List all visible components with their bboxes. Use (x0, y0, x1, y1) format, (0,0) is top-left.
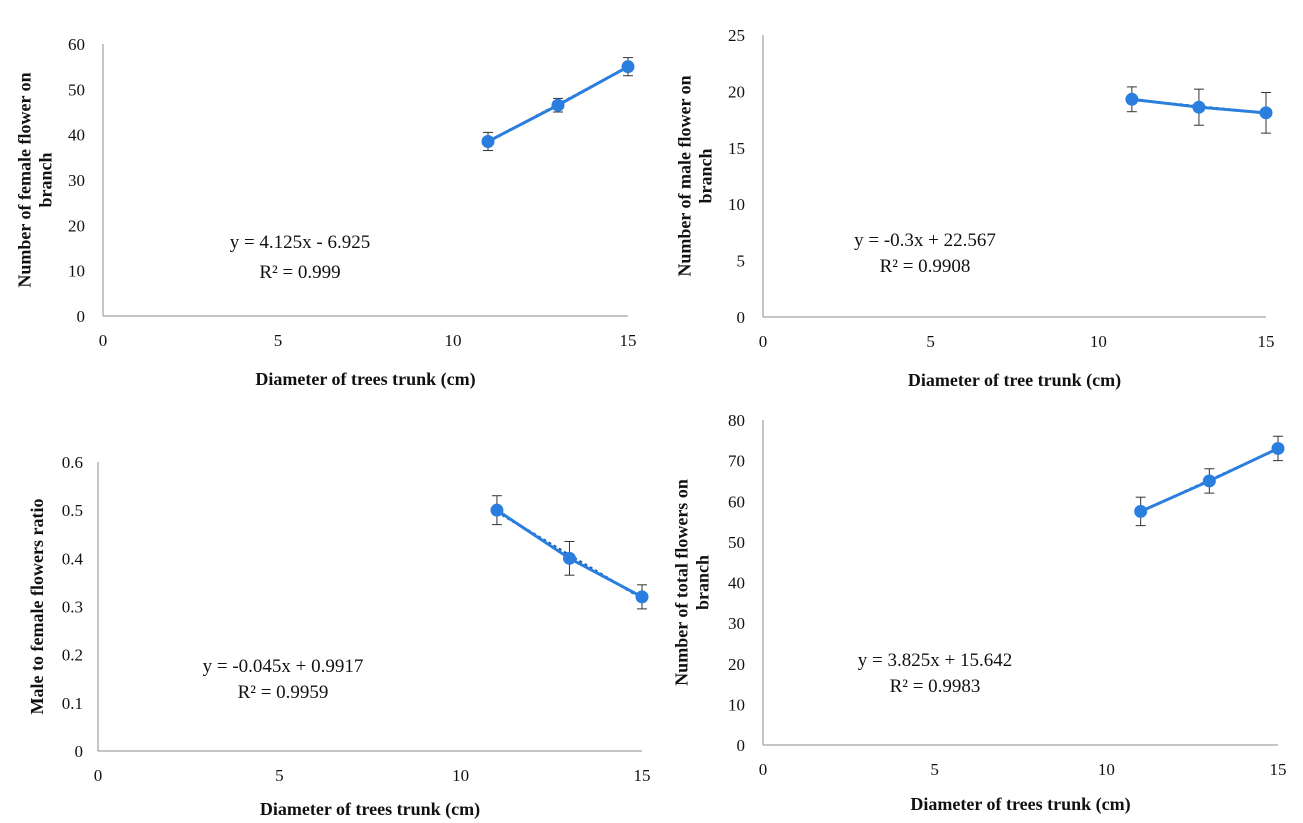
y-tick-label: 0.5 (62, 501, 83, 520)
y-tick-label: 15 (728, 139, 745, 158)
x-tick-label: 0 (99, 331, 108, 350)
x-tick-label: 15 (1258, 332, 1275, 351)
r-squared-label: R² = 0.999 (259, 262, 340, 283)
y-tick-label: 0.1 (62, 694, 83, 713)
x-tick-label: 5 (274, 331, 283, 350)
y-tick-label: 60 (68, 35, 85, 54)
x-axis-title: Diameter of trees trunk (cm) (255, 369, 475, 390)
y-tick-label: 30 (68, 171, 85, 190)
r-squared-label: R² = 0.9908 (880, 256, 971, 277)
trendline-equation: y = 4.125x - 6.925 (230, 232, 371, 253)
x-axis-title: Diameter of trees trunk (cm) (260, 799, 480, 820)
data-point (481, 134, 495, 148)
y-axis-title: Number of total flowers onbranch (672, 479, 713, 686)
data-point (1134, 504, 1148, 518)
y-tick-label: 30 (728, 614, 745, 633)
y-tick-label: 0 (77, 307, 86, 326)
y-tick-label: 0.3 (62, 598, 83, 617)
chart-panel-4: 0 10 20 30 40 50 60 70 80 0 5 10 15 Diameter of trees… (672, 411, 1287, 815)
y-tick-label: 0.6 (62, 453, 83, 472)
y-axis-title-line: Male to female flowers ratio (27, 499, 47, 715)
y-tick-label: 5 (737, 252, 746, 271)
y-tick-label: 0 (737, 736, 746, 755)
r-squared-label: R² = 0.9959 (238, 682, 329, 703)
y-axis-title-line: Number of female flower on (15, 72, 35, 287)
y-tick-label: 50 (728, 533, 745, 552)
y-axis-title-line: branch (36, 152, 56, 207)
x-tick-label: 10 (1090, 332, 1107, 351)
x-axis-title: Diameter of tree trunk (cm) (908, 370, 1121, 391)
x-tick-label: 15 (1270, 760, 1287, 779)
x-tick-label: 0 (759, 332, 768, 351)
y-axis-title-line: branch (696, 148, 716, 203)
r-squared-label: R² = 0.9983 (890, 676, 981, 697)
x-tick-label: 0 (759, 760, 768, 779)
x-tick-label: 10 (452, 766, 469, 785)
y-tick-label: 0.2 (62, 646, 83, 665)
y-axis-title: Number of female flower onbranch (15, 72, 56, 287)
y-tick-label: 20 (68, 216, 85, 235)
x-tick-label: 10 (1098, 760, 1115, 779)
x-tick-label: 5 (930, 760, 939, 779)
data-point (562, 551, 576, 565)
y-tick-label: 10 (728, 195, 745, 214)
y-axis-title: Number of male flower onbranch (675, 75, 716, 276)
y-tick-label: 0.4 (62, 549, 84, 568)
x-tick-label: 0 (94, 766, 103, 785)
chart-panel-2: 0 5 10 15 20 25 0 5 10 15 Diameter of tree trunk (… (675, 26, 1275, 391)
data-point (1202, 474, 1216, 488)
y-tick-label: 20 (728, 82, 745, 101)
y-tick-label: 20 (728, 655, 745, 674)
x-tick-label: 10 (445, 331, 462, 350)
x-tick-label: 5 (275, 766, 284, 785)
data-point (1192, 100, 1206, 114)
x-tick-label: 15 (634, 766, 651, 785)
y-tick-label: 10 (68, 262, 85, 281)
x-tick-label: 5 (926, 332, 935, 351)
y-axis-title-line: Number of total flowers on (672, 479, 692, 686)
y-axis-title-line: branch (693, 555, 713, 610)
x-axis-title: Diameter of trees trunk (cm) (910, 794, 1130, 815)
y-tick-label: 40 (728, 574, 745, 593)
data-point (551, 98, 565, 112)
x-tick-label: 15 (620, 331, 637, 350)
data-point (635, 590, 649, 604)
trendline-equation: y = -0.045x + 0.9917 (203, 656, 364, 677)
y-tick-label: 25 (728, 26, 745, 45)
y-tick-label: 10 (728, 695, 745, 714)
data-point (1271, 441, 1285, 455)
trendline-equation: y = -0.3x + 22.567 (854, 230, 996, 251)
y-tick-label: 0 (75, 742, 84, 761)
data-point (1125, 92, 1139, 106)
data-point (490, 503, 504, 517)
chart-panel-1: 0 10 20 30 40 50 60 0 5 10 15 Diameter of trees tru… (15, 35, 637, 390)
y-tick-label: 50 (68, 80, 85, 99)
chart-panel-3: 0 0.1 0.2 0.3 0.4 0.5 0.6 0 5 10 15 Diameter of tre… (27, 453, 651, 820)
y-tick-label: 40 (68, 126, 85, 145)
y-tick-label: 0 (737, 308, 746, 327)
trendline-equation: y = 3.825x + 15.642 (858, 650, 1012, 671)
y-tick-label: 80 (728, 411, 745, 430)
y-tick-label: 60 (728, 492, 745, 511)
y-axis-title: Male to female flowers ratio (27, 499, 47, 715)
y-tick-label: 70 (728, 452, 745, 471)
data-point (621, 60, 635, 74)
data-point (1259, 106, 1273, 120)
y-axis-title-line: Number of male flower on (675, 75, 695, 276)
